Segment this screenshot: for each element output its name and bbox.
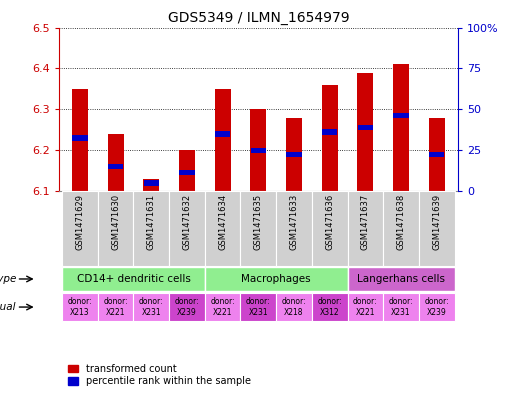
- Bar: [215, 131, 230, 137]
- Bar: [72, 89, 88, 191]
- Bar: [348, 267, 455, 291]
- Bar: [348, 191, 383, 266]
- Bar: [419, 293, 455, 321]
- Bar: [133, 191, 169, 266]
- Bar: [348, 293, 383, 321]
- Text: donor:
X231: donor: X231: [389, 298, 413, 317]
- Text: GSM1471631: GSM1471631: [147, 193, 156, 250]
- Text: GSM1471636: GSM1471636: [325, 193, 334, 250]
- Text: donor:
X239: donor: X239: [175, 298, 200, 317]
- Bar: [133, 293, 169, 321]
- Bar: [169, 293, 205, 321]
- Bar: [383, 293, 419, 321]
- Text: donor:
X231: donor: X231: [246, 298, 271, 317]
- Text: donor:
X312: donor: X312: [317, 298, 342, 317]
- Bar: [205, 293, 240, 321]
- Bar: [383, 191, 419, 266]
- Bar: [393, 113, 409, 118]
- Bar: [312, 293, 348, 321]
- Text: donor:
X218: donor: X218: [281, 298, 306, 317]
- Text: GSM1471635: GSM1471635: [254, 193, 263, 250]
- Title: GDS5349 / ILMN_1654979: GDS5349 / ILMN_1654979: [167, 11, 349, 25]
- Text: GSM1471633: GSM1471633: [290, 193, 298, 250]
- Bar: [215, 89, 231, 191]
- Text: GSM1471630: GSM1471630: [111, 193, 120, 250]
- Bar: [322, 129, 337, 134]
- Bar: [169, 191, 205, 266]
- Bar: [429, 118, 445, 191]
- Bar: [62, 191, 98, 266]
- Bar: [179, 170, 194, 176]
- Text: GSM1471634: GSM1471634: [218, 193, 227, 250]
- Bar: [179, 150, 195, 191]
- Bar: [62, 293, 98, 321]
- Bar: [287, 152, 302, 157]
- Bar: [357, 73, 374, 191]
- Bar: [240, 293, 276, 321]
- Text: cell type: cell type: [0, 274, 17, 284]
- Text: Macrophages: Macrophages: [241, 274, 311, 284]
- Text: CD14+ dendritic cells: CD14+ dendritic cells: [76, 274, 190, 284]
- Bar: [62, 267, 205, 291]
- Text: donor:
X221: donor: X221: [103, 298, 128, 317]
- Bar: [205, 267, 348, 291]
- Text: Langerhans cells: Langerhans cells: [357, 274, 445, 284]
- Text: donor:
X221: donor: X221: [210, 298, 235, 317]
- Text: GSM1471638: GSM1471638: [397, 193, 406, 250]
- Legend: transformed count, percentile rank within the sample: transformed count, percentile rank withi…: [69, 364, 251, 386]
- Bar: [98, 293, 133, 321]
- Bar: [205, 191, 240, 266]
- Bar: [107, 134, 124, 191]
- Bar: [144, 180, 159, 186]
- Bar: [429, 152, 444, 157]
- Bar: [98, 191, 133, 266]
- Bar: [143, 179, 159, 191]
- Text: donor:
X239: donor: X239: [425, 298, 449, 317]
- Bar: [358, 125, 373, 130]
- Bar: [251, 148, 266, 153]
- Bar: [393, 64, 409, 191]
- Text: donor:
X213: donor: X213: [68, 298, 92, 317]
- Bar: [419, 191, 455, 266]
- Bar: [286, 118, 302, 191]
- Bar: [240, 191, 276, 266]
- Bar: [312, 191, 348, 266]
- Bar: [276, 191, 312, 266]
- Bar: [108, 164, 123, 169]
- Text: individual: individual: [0, 302, 17, 312]
- Bar: [322, 85, 337, 191]
- Text: GSM1471632: GSM1471632: [182, 193, 191, 250]
- Text: donor:
X221: donor: X221: [353, 298, 378, 317]
- Text: donor:
X231: donor: X231: [139, 298, 163, 317]
- Bar: [250, 109, 266, 191]
- Text: GSM1471629: GSM1471629: [75, 193, 84, 250]
- Text: GSM1471637: GSM1471637: [361, 193, 370, 250]
- Text: GSM1471639: GSM1471639: [432, 193, 441, 250]
- Bar: [72, 135, 88, 141]
- Bar: [276, 293, 312, 321]
